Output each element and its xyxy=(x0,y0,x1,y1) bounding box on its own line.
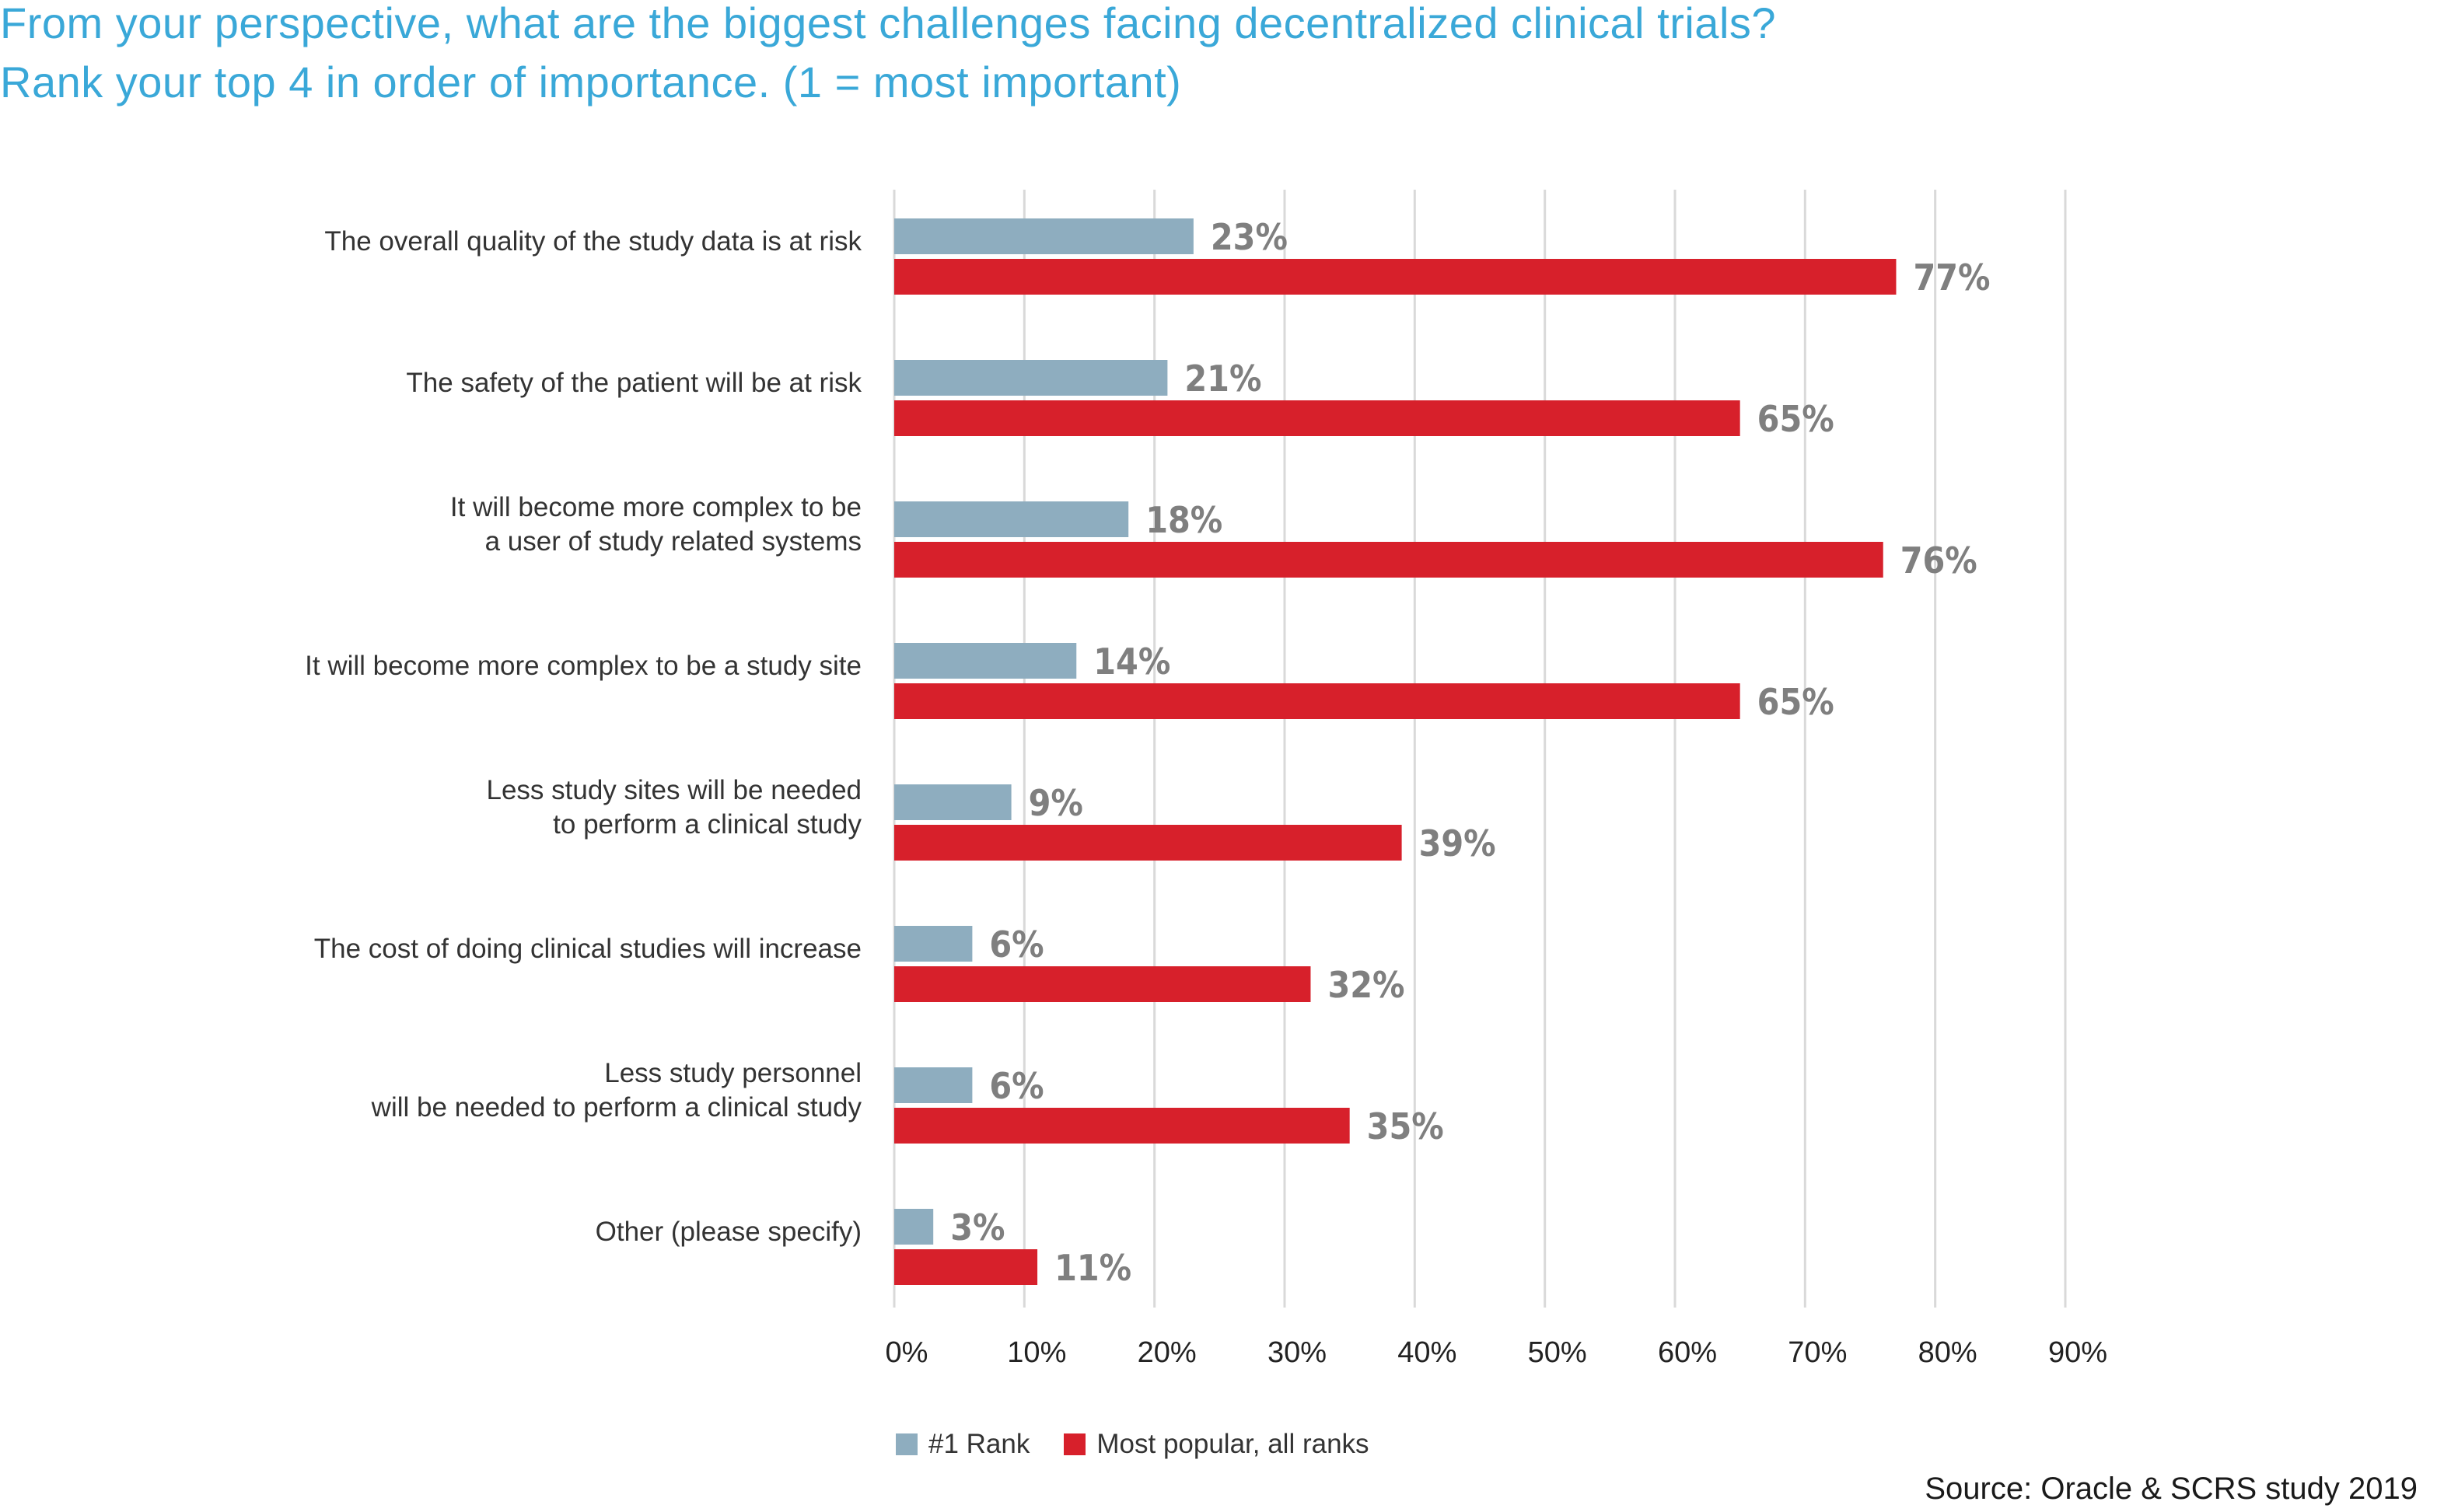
x-tick-label-40: 40% xyxy=(1397,1336,1456,1369)
category-label-0-line-0: The overall quality of the study data is… xyxy=(324,226,862,257)
value-labels: 23% 77% 21% 65% 18% 76% 14% 65% 9% 39% 6% 32% 6% 35% 3… xyxy=(950,216,1990,1289)
legend-label-all-ranks: Most popular, all ranks xyxy=(1096,1429,1369,1459)
category-label-4: Less study sites will be needed to perfor… xyxy=(487,775,862,840)
category-label-6-line-1: will be needed to perform a clinical stu… xyxy=(371,1092,862,1123)
value-label-all-ranks-0: 77% xyxy=(1913,257,1990,299)
category-label-6-line-0: Less study personnel xyxy=(604,1058,862,1088)
x-tick-label-20: 20% xyxy=(1138,1336,1197,1369)
x-tick-label-80: 80% xyxy=(1918,1336,1977,1369)
bar-rank1-4 xyxy=(894,784,1012,820)
x-tick-label-0: 0% xyxy=(886,1336,928,1369)
legend-swatch-all-ranks xyxy=(1064,1433,1086,1455)
bar-rank1-2 xyxy=(894,501,1129,537)
x-tick-label-70: 70% xyxy=(1788,1336,1847,1369)
value-label-rank1-7: 3% xyxy=(950,1206,1005,1248)
category-label-3: It will become more complex to be a stud… xyxy=(305,651,862,681)
category-label-0: The overall quality of the study data is… xyxy=(324,226,862,257)
value-label-all-ranks-7: 11% xyxy=(1054,1247,1131,1289)
x-tick-label-50: 50% xyxy=(1528,1336,1587,1369)
category-label-1: The safety of the patient will be at ris… xyxy=(406,368,862,398)
category-label-2-line-1: a user of study related systems xyxy=(485,526,862,557)
value-label-rank1-1: 21% xyxy=(1184,358,1261,400)
value-label-rank1-6: 6% xyxy=(989,1065,1044,1107)
value-label-all-ranks-1: 65% xyxy=(1757,398,1834,440)
chart-title: From your perspective, what are the bigg… xyxy=(0,0,1776,112)
bar-rank1-0 xyxy=(894,218,1194,254)
category-label-7-line-0: Other (please specify) xyxy=(596,1217,862,1247)
bars xyxy=(894,218,1897,1285)
category-label-4-line-1: to perform a clinical study xyxy=(553,809,862,840)
value-label-all-ranks-6: 35% xyxy=(1367,1105,1444,1147)
bar-all-ranks-3 xyxy=(894,683,1740,719)
bar-all-ranks-5 xyxy=(894,966,1311,1002)
value-label-all-ranks-5: 32% xyxy=(1327,964,1404,1006)
category-label-2-line-0: It will become more complex to be xyxy=(450,492,862,522)
x-tick-label-90: 90% xyxy=(2048,1336,2107,1369)
category-label-5: The cost of doing clinical studies will … xyxy=(314,934,862,964)
category-label-3-line-0: It will become more complex to be a stud… xyxy=(305,651,862,681)
value-label-all-ranks-4: 39% xyxy=(1419,822,1496,864)
legend-item-all-ranks: Most popular, all ranks xyxy=(1064,1429,1369,1460)
chart-title-line-1: From your perspective, what are the bigg… xyxy=(0,0,1777,47)
bar-rank1-1 xyxy=(894,360,1168,396)
legend: #1 Rank Most popular, all ranks xyxy=(896,1429,1404,1460)
bar-rank1-7 xyxy=(894,1209,934,1245)
bar-rank1-6 xyxy=(894,1067,973,1103)
value-label-rank1-5: 6% xyxy=(989,924,1044,966)
value-label-rank1-2: 18% xyxy=(1145,499,1222,541)
bar-all-ranks-2 xyxy=(894,542,1883,578)
value-label-rank1-4: 9% xyxy=(1029,782,1083,824)
value-label-rank1-3: 14% xyxy=(1093,641,1170,683)
bar-all-ranks-4 xyxy=(894,825,1402,861)
category-label-2: It will become more complex to be a user … xyxy=(450,492,862,557)
category-labels: The overall quality of the study data is… xyxy=(305,226,862,1247)
legend-item-rank1: #1 Rank xyxy=(896,1429,1030,1460)
value-label-all-ranks-2: 76% xyxy=(1900,540,1977,581)
category-label-5-line-0: The cost of doing clinical studies will … xyxy=(314,934,862,964)
x-tick-label-30: 30% xyxy=(1267,1336,1327,1369)
bar-all-ranks-1 xyxy=(894,400,1740,436)
legend-swatch-rank1 xyxy=(896,1433,918,1455)
category-label-4-line-0: Less study sites will be needed xyxy=(487,775,862,805)
x-axis-tick-labels: 0% 10% 20% 30% 40% 50% 60% 70% 80% 90% xyxy=(886,1336,2107,1369)
bar-rank1-3 xyxy=(894,643,1077,679)
legend-label-rank1: #1 Rank xyxy=(928,1429,1030,1459)
source-note: Source: Oracle & SCRS study 2019 xyxy=(1925,1472,2418,1506)
x-tick-label-60: 60% xyxy=(1658,1336,1717,1369)
category-label-7: Other (please specify) xyxy=(596,1217,862,1247)
bar-all-ranks-7 xyxy=(894,1249,1038,1285)
chart-title-line-2: Rank your top 4 in order of importance. … xyxy=(0,58,1182,107)
bar-all-ranks-6 xyxy=(894,1108,1350,1144)
value-label-all-ranks-3: 65% xyxy=(1757,681,1834,723)
category-label-1-line-0: The safety of the patient will be at ris… xyxy=(406,368,862,398)
bar-rank1-5 xyxy=(894,926,973,962)
category-label-6: Less study personnel will be needed to pe… xyxy=(371,1058,862,1123)
bar-all-ranks-0 xyxy=(894,259,1897,295)
x-tick-label-10: 10% xyxy=(1007,1336,1066,1369)
value-label-rank1-0: 23% xyxy=(1211,216,1288,258)
